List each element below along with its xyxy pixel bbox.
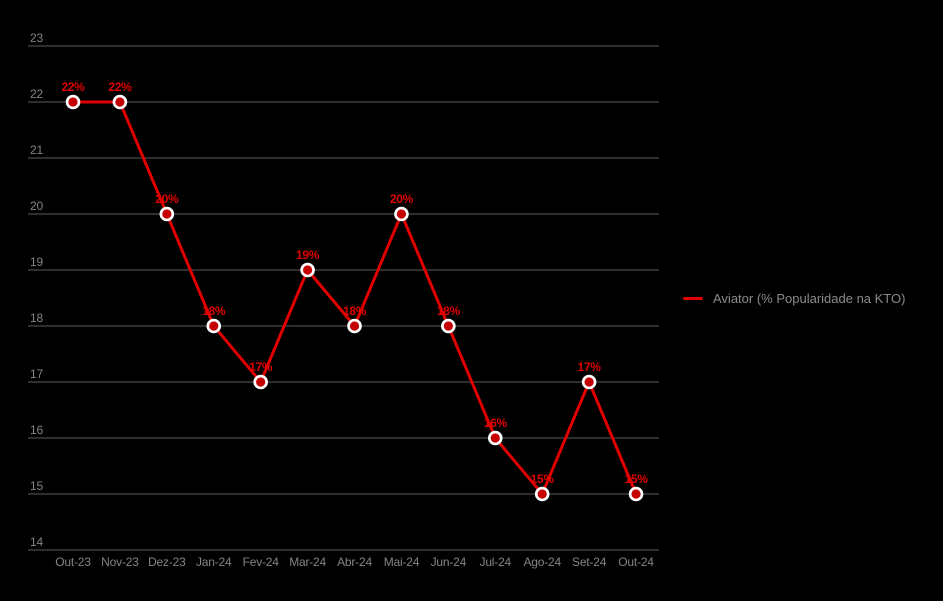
y-axis-tick-label: 20	[30, 199, 43, 213]
series-line	[73, 100, 638, 497]
x-axis-tick-label: Jan-24	[196, 555, 232, 569]
data-point-label: 16%	[484, 416, 508, 430]
y-axis-tick-label: 21	[30, 143, 43, 157]
data-point[interactable]	[115, 97, 125, 107]
legend: Aviator (% Popularidade na KTO)	[683, 290, 905, 307]
data-point[interactable]	[256, 377, 266, 387]
x-axis-tick-label: Mai-24	[384, 555, 420, 569]
data-point-label: 15%	[531, 472, 555, 486]
x-axis-tick-label: Fev-24	[243, 555, 280, 569]
data-point-label: 22%	[61, 80, 85, 94]
data-point[interactable]	[303, 265, 313, 275]
y-axis-tick-label: 19	[30, 255, 43, 269]
legend-series-label: Aviator (% Popularidade na KTO)	[713, 291, 906, 306]
x-axis-tick-label: Jul-24	[480, 555, 512, 569]
y-axis-tick-label: 23	[30, 31, 43, 45]
data-point-label: 22%	[108, 80, 132, 94]
y-axis-tick-label: 17	[30, 367, 43, 381]
data-point-label: 17%	[249, 360, 273, 374]
data-point[interactable]	[490, 433, 500, 443]
y-axis-tick-label: 18	[30, 311, 43, 325]
data-point[interactable]	[396, 209, 407, 219]
x-axis-tick-label: Jun-24	[431, 555, 467, 569]
x-axis-tick-label: Abr-24	[337, 555, 372, 569]
data-point[interactable]	[443, 321, 453, 331]
x-axis-tick-label: Set-24	[572, 555, 607, 569]
y-axis-tick-label: 15	[30, 479, 43, 493]
legend-line-swatch	[683, 296, 703, 301]
y-axis-tick-label: 14	[30, 535, 43, 549]
data-point[interactable]	[162, 209, 172, 219]
x-axis-tick-label: Out-23	[55, 555, 91, 569]
data-point[interactable]	[68, 97, 78, 107]
data-point-label: 17%	[578, 360, 602, 374]
x-axis-tick-label: Nov-23	[101, 555, 139, 569]
data-point[interactable]	[631, 489, 641, 499]
data-point-label: 20%	[390, 192, 414, 206]
data-point[interactable]	[209, 321, 219, 331]
data-point-label: 18%	[343, 304, 367, 318]
y-axis-tick-label: 22	[30, 87, 43, 101]
data-point-label: 18%	[202, 304, 226, 318]
y-axis-tick-label: 16	[30, 423, 43, 437]
x-axis-tick-label: Mar-24	[289, 555, 326, 569]
data-point-label: 19%	[296, 248, 320, 262]
x-axis-tick-label: Dez-23	[148, 555, 186, 569]
data-point[interactable]	[584, 377, 594, 387]
data-point[interactable]	[537, 489, 547, 499]
data-point-label: 18%	[437, 304, 461, 318]
data-point-label: 15%	[624, 472, 648, 486]
data-point-label: 20%	[155, 192, 179, 206]
x-axis-tick-label: Out-24	[618, 555, 654, 569]
x-axis-tick-label: Ago-24	[523, 555, 561, 569]
data-point[interactable]	[349, 321, 360, 331]
